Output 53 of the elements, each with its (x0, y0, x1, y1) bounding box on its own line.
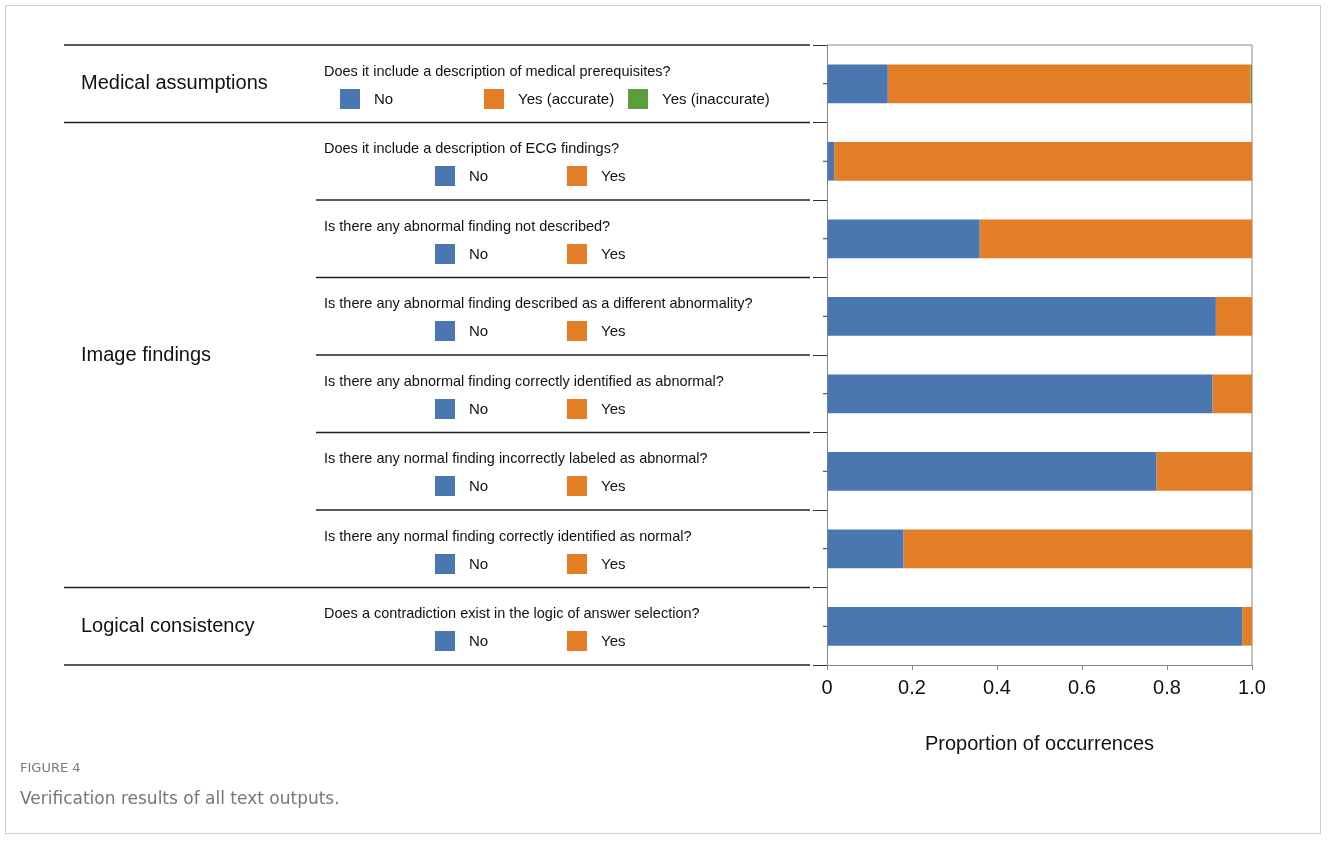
text: No (469, 632, 489, 650)
text: Yes (601, 244, 626, 262)
legend-label: Yes (inaccurate) (662, 88, 770, 109)
y-tick-label: Is there any abnormal finding described as a different abnormality? (324, 295, 753, 312)
text: No (374, 89, 394, 107)
text: Yes (601, 399, 626, 417)
y-tick-label: Does it include a description of medical prerequisites? (324, 62, 671, 79)
x-tick-label: 0 (821, 675, 833, 698)
bar (1242, 606, 1252, 646)
y-tick-label: Is there any normal finding correctly identified as normal? (324, 527, 692, 544)
bar (827, 64, 888, 104)
bar (827, 219, 980, 259)
text: Image findings (81, 342, 212, 365)
text: No (469, 322, 489, 340)
x-tick-label: 0.6 (1068, 675, 1096, 698)
y-tick-label: Is there any abnormal finding not described? (324, 217, 611, 234)
bar (1212, 374, 1252, 414)
bar (834, 141, 1252, 181)
x-tick-label: 0.8 (1153, 675, 1181, 698)
x-tick-label: 0.2 (898, 675, 926, 698)
bar (827, 141, 835, 181)
bar (1156, 451, 1252, 491)
legend-label: Yes (accurate) (518, 88, 615, 109)
text: Medical assumptions (81, 71, 268, 94)
text: Verification results of all text outputs. (20, 788, 340, 808)
text: No (469, 554, 489, 572)
bar (887, 64, 1251, 104)
bar (903, 529, 1252, 569)
y-tick-label: Does it include a description of ECG findings? (324, 140, 619, 157)
text: Yes (601, 632, 626, 650)
x-tick-label: 1.0 (1238, 675, 1266, 698)
text: Yes (601, 322, 626, 340)
y-tick-label: Is there any normal finding incorrectly labeled as abnormal? (324, 450, 708, 467)
bar (827, 374, 1213, 414)
text: Yes (601, 477, 626, 495)
bar (1215, 296, 1252, 336)
text: No (469, 399, 489, 417)
x-axis-title: Proportion of occurrences (924, 731, 1155, 754)
bar (979, 219, 1252, 259)
bar (827, 606, 1243, 646)
bar (827, 451, 1157, 491)
text: No (469, 244, 489, 262)
text: Yes (601, 554, 626, 572)
bar (827, 529, 904, 569)
caption: FIGURE 4 (20, 760, 81, 775)
text: Logical consistency (81, 613, 255, 636)
bar (827, 296, 1216, 336)
y-tick-label: Does a contradiction exist in the logic of answer selection? (324, 605, 700, 622)
legend-label: No (469, 166, 489, 187)
legend-label: Yes (601, 166, 626, 187)
x-tick-label: 0.4 (983, 675, 1011, 698)
text: No (469, 477, 489, 495)
y-tick-label: Is there any abnormal finding correctly identified as abnormal? (324, 372, 724, 389)
